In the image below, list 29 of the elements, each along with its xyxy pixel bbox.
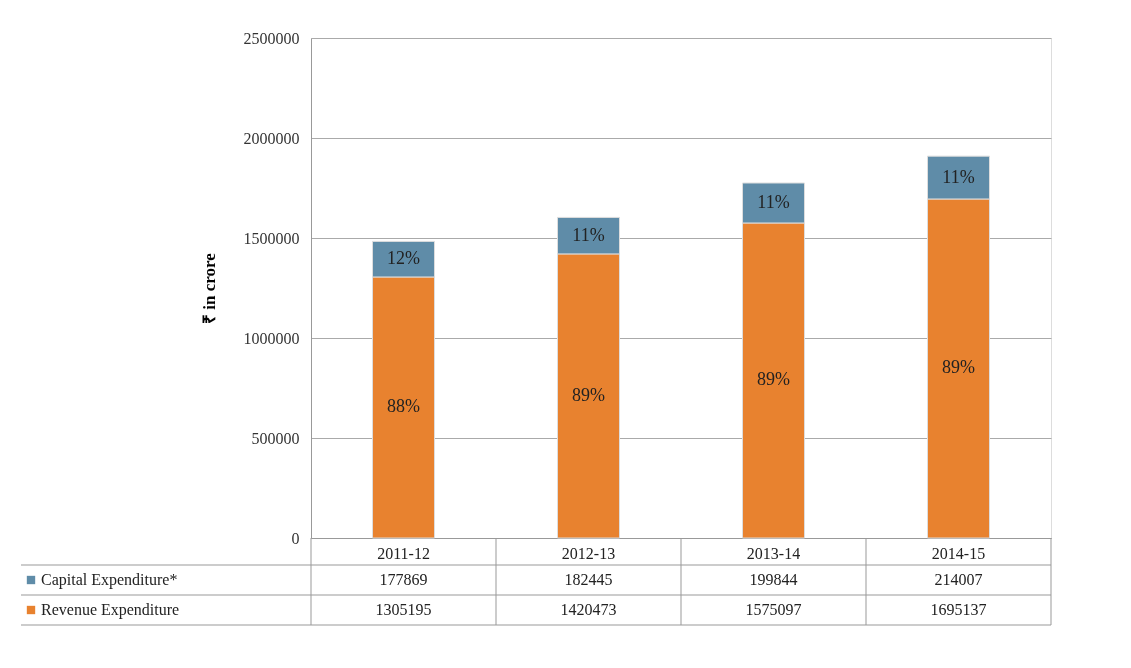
data-label: 1575097	[745, 601, 802, 618]
data-label: 1420473	[560, 601, 617, 618]
y-tick-label: 2500000	[243, 29, 300, 47]
annotation: 11%	[757, 192, 790, 212]
x-tick-label: 2014-15	[931, 544, 986, 562]
data-label: 214007	[934, 571, 983, 588]
y-tick-label: 0	[291, 529, 300, 547]
annotation: 89%	[942, 357, 975, 378]
legend-label: Revenue Expenditure	[41, 601, 180, 619]
annotation: 11%	[942, 166, 975, 187]
annotation: 12%	[387, 248, 420, 269]
x-tick-label: 2013-14	[746, 544, 801, 562]
data-label: 199844	[749, 571, 798, 588]
data-label: 182445	[564, 571, 613, 588]
legend-label: Capital Expenditure*	[41, 571, 178, 589]
annotation: 89%	[757, 369, 790, 390]
y-tick-label: 1000000	[243, 329, 300, 347]
annotation: 89%	[572, 384, 605, 405]
annotation: 11%	[572, 224, 605, 245]
x-tick-label: 2011-12	[377, 544, 430, 562]
annotation: 88%	[387, 396, 420, 417]
data-label: 1695137	[930, 601, 987, 618]
y-tick-label: 500000	[251, 429, 300, 447]
y-tick-label: 1500000	[243, 229, 300, 247]
y-axis-title: ₹ in crore	[199, 252, 219, 324]
data-label: 1305195	[375, 601, 432, 618]
y-tick-label: 2000000	[243, 129, 300, 147]
x-tick-label: 2012-13	[561, 544, 616, 562]
data-label: 177869	[379, 571, 428, 588]
